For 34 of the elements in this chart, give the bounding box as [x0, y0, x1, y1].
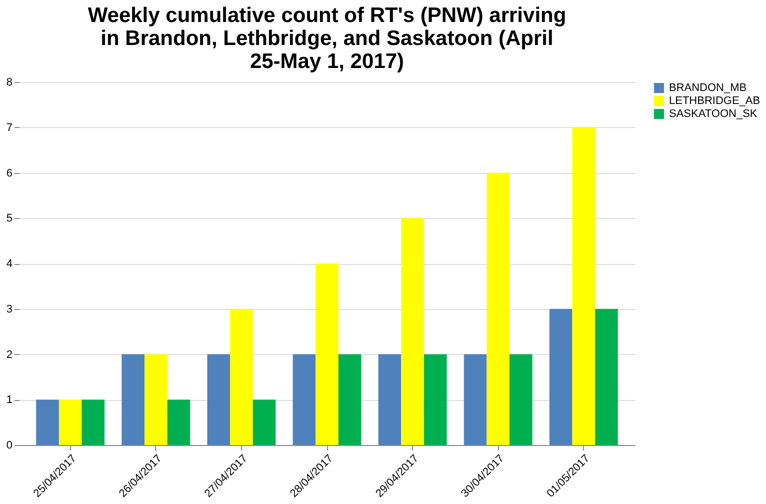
bar — [378, 354, 402, 445]
bar — [486, 172, 510, 445]
y-tick-label: 2 — [6, 348, 12, 361]
y-tick-label: 8 — [6, 76, 12, 88]
legend-label: LETHBRIDGE_AB — [669, 95, 760, 107]
y-tick-label: 3 — [6, 303, 12, 316]
bar — [122, 354, 144, 445]
bar — [230, 308, 253, 445]
y-tick-label: 6 — [6, 167, 12, 180]
bar — [36, 400, 59, 445]
bar — [510, 354, 532, 445]
bar — [144, 354, 168, 445]
y-tick-label: 5 — [6, 212, 12, 225]
bar — [316, 264, 338, 445]
bar — [82, 400, 105, 445]
bar — [58, 400, 82, 445]
y-tick-label: 0 — [6, 440, 12, 452]
bar — [424, 354, 447, 445]
bar — [595, 308, 618, 445]
bar — [167, 400, 190, 445]
y-tick-label: 4 — [6, 258, 12, 270]
bar — [207, 354, 230, 445]
y-tick-label: 7 — [6, 122, 12, 134]
chart-title: Weekly cumulative count of RT's (PNW) arriving in Brandon, Lethbridge, and Saskatoon (April 25-May 1, 2017) — [88, 4, 566, 73]
bar — [401, 218, 424, 445]
bar — [292, 354, 316, 445]
legend-label: BRANDON_MB — [669, 82, 747, 94]
bar — [549, 308, 572, 445]
bar — [572, 127, 596, 445]
bar — [464, 354, 487, 445]
bar — [338, 354, 362, 445]
y-tick-label: 1 — [6, 394, 12, 406]
legend-label: SASKATOON_SK — [669, 108, 758, 120]
bar — [252, 400, 276, 445]
